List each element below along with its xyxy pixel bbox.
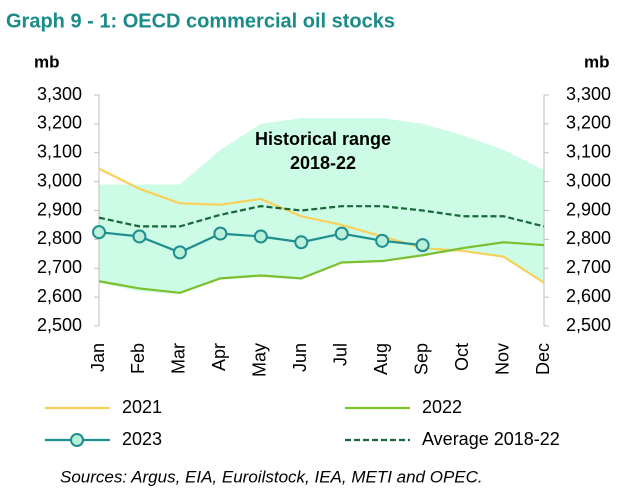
data-point [253,229,268,244]
legend-label: Average 2018-22 [422,429,560,449]
y2-tick-label: 3,100 [566,142,611,162]
y2-tick-label: 2,500 [566,315,611,335]
data-point [375,233,390,248]
annotation: Historical range [255,129,391,149]
legend: 2021 2022 2023 Average 2018-22 [45,397,560,449]
x-tick-label: Dec [533,343,553,375]
data-point [334,226,349,241]
legend-marker [70,433,84,447]
chart-title: Graph 9 - 1: OECD commercial oil stocks [6,10,395,32]
y2-tick-label: 2,900 [566,199,611,219]
y2-tick-label: 3,200 [566,113,611,133]
data-point [92,225,106,240]
data-point [172,245,187,260]
x-tick-label: Oct [452,343,472,371]
y2-tick-label: 2,600 [566,286,611,306]
y-tick-label: 3,000 [37,170,82,190]
y-tick-label: 2,800 [37,228,82,248]
x-tick-label: Sep [411,343,431,375]
range-area [99,118,544,295]
y2-tick-label: 3,300 [566,84,611,104]
series-line [98,205,545,228]
x-tick-label: Jan [88,343,108,372]
data-point [213,226,228,241]
x-tick-label: Jun [290,343,310,372]
data-point [415,238,430,253]
x-tick-label: Nov [492,343,512,375]
annotation: 2018-22 [290,153,356,173]
legend-label: 2023 [122,429,162,449]
y2-tick-label: 2,700 [566,257,611,277]
x-tick-label: Aug [371,343,391,375]
series-line [98,241,545,294]
y2-axis-label: mb [584,52,610,71]
x-tick-label: May [250,343,270,377]
x-tick-label: Mar [169,343,189,374]
y2-tick-label: 2,800 [566,228,611,248]
source-note: Sources: Argus, EIA, Euroilstock, IEA, M… [60,467,483,486]
data-point [294,235,309,250]
y-tick-label: 3,100 [37,142,82,162]
y2-tick-label: 3,000 [566,170,611,190]
y-tick-label: 2,900 [37,199,82,219]
y-axis-label: mb [34,52,60,71]
legend-label: 2021 [122,397,162,417]
x-tick-label: Apr [209,343,229,371]
y-tick-label: 2,700 [37,257,82,277]
legend-label: 2022 [422,397,462,417]
x-tick-label: Feb [128,343,148,374]
y-tick-label: 3,200 [37,113,82,133]
series-line [98,167,545,284]
x-tick-label: Jul [330,343,350,366]
data-point [132,229,147,244]
y-tick-label: 2,500 [37,315,82,335]
y-tick-label: 2,600 [37,286,82,306]
y-tick-label: 3,300 [37,84,82,104]
plot-area [92,94,549,327]
